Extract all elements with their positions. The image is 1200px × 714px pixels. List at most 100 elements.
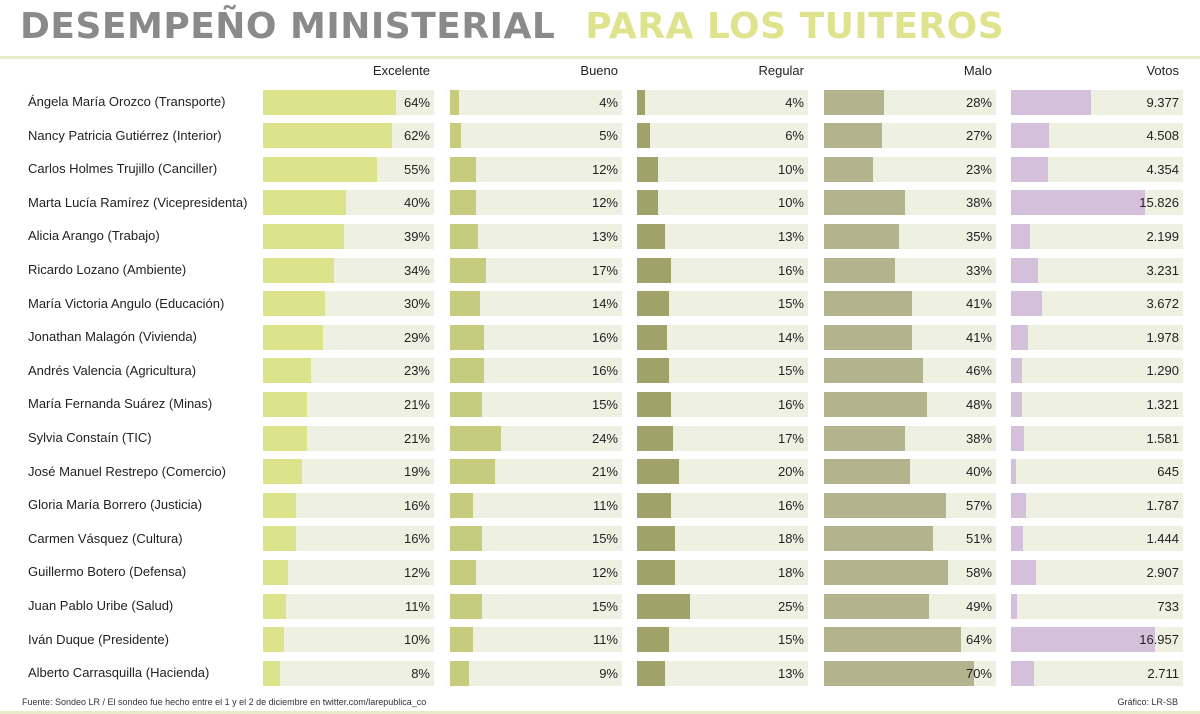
row-label: Juan Pablo Uribe (Salud) <box>28 598 174 613</box>
value-label-excelente: 8% <box>411 665 430 681</box>
row-label: Ángela María Orozco (Transporte) <box>28 94 226 109</box>
bar-track-malo: 46% <box>824 358 996 384</box>
row-label: Sylvia Constaín (TIC) <box>28 430 152 445</box>
bar-track-malo: 38% <box>824 425 996 451</box>
value-label-regular: 15% <box>777 296 804 312</box>
bar-track-excelente: 55% <box>263 156 434 182</box>
bar-track-votos: 2.199 <box>1011 223 1183 249</box>
bar-votos <box>1011 627 1155 653</box>
value-label-regular: 16% <box>777 262 804 278</box>
value-label-malo: 35% <box>965 228 992 244</box>
bar-excelente <box>263 324 324 350</box>
value-label-malo: 48% <box>965 396 992 412</box>
value-label-votos: 645 <box>1157 464 1179 480</box>
bar-votos <box>1011 324 1028 350</box>
bar-excelente <box>263 559 288 585</box>
bar-track-excelente: 62% <box>263 123 434 149</box>
value-label-bueno: 12% <box>591 564 618 580</box>
bar-excelente <box>263 660 280 686</box>
bar-track-excelente: 40% <box>263 190 434 216</box>
bar-malo <box>824 526 934 552</box>
bar-track-malo: 23% <box>824 156 996 182</box>
value-label-malo: 51% <box>965 531 992 547</box>
value-label-bueno: 14% <box>591 296 618 312</box>
value-label-votos: 733 <box>1157 598 1179 614</box>
bar-track-malo: 51% <box>824 526 996 552</box>
value-label-votos: 1.978 <box>1146 329 1179 345</box>
bar-track-bueno: 4% <box>450 89 622 115</box>
bar-track-bueno: 11% <box>450 627 622 653</box>
row-label: Nancy Patricia Gutiérrez (Interior) <box>28 127 222 143</box>
bar-malo <box>824 559 949 585</box>
bar-malo <box>824 257 895 283</box>
bar-track-excelente: 34% <box>263 257 434 283</box>
bar-bueno <box>450 492 474 518</box>
value-label-excelente: 19% <box>403 464 430 480</box>
bar-votos <box>1011 593 1018 619</box>
row-label: Carlos Holmes Trujillo (Canciller) <box>28 161 218 177</box>
bar-track-regular: 6% <box>637 123 808 149</box>
bar-track-excelente: 29% <box>263 324 434 350</box>
column-header-excelente: Excelente <box>372 63 430 78</box>
row-label: Gloria María Borrero (Justicia) <box>28 497 203 513</box>
bar-malo <box>824 156 874 182</box>
bar-track-malo: 64% <box>824 627 996 653</box>
row-label: Carmen Vásquez (Cultura) <box>28 530 183 546</box>
bar-bueno <box>450 156 476 182</box>
bar-track-votos: 1.787 <box>1011 492 1183 518</box>
value-label-malo: 46% <box>965 363 992 379</box>
value-label-malo: 28% <box>965 94 992 110</box>
bar-track-bueno: 24% <box>450 425 622 451</box>
bar-regular <box>637 425 674 451</box>
bar-votos <box>1011 190 1146 216</box>
bar-track-bueno: 13% <box>450 223 622 249</box>
value-label-excelente: 23% <box>403 363 430 379</box>
bar-track-malo: 35% <box>824 223 996 249</box>
value-label-regular: 15% <box>777 363 804 379</box>
bar-track-excelente: 16% <box>263 492 434 518</box>
value-label-excelente: 55% <box>403 161 430 177</box>
row-label: Guillermo Botero (Defensa) <box>28 564 187 580</box>
value-label-bueno: 16% <box>591 363 618 379</box>
value-label-regular: 16% <box>777 396 804 412</box>
bar-votos <box>1011 223 1030 249</box>
bar-excelente <box>263 190 347 216</box>
bar-track-votos: 4.354 <box>1011 156 1183 182</box>
value-label-regular: 18% <box>777 531 804 547</box>
bar-bueno <box>450 459 495 485</box>
value-label-votos: 2.199 <box>1146 228 1179 244</box>
bar-excelente <box>263 123 392 149</box>
value-label-bueno: 11% <box>592 632 618 648</box>
bar-votos <box>1011 89 1091 115</box>
value-label-excelente: 64% <box>403 94 430 110</box>
value-label-bueno: 9% <box>599 665 618 681</box>
bar-votos <box>1011 358 1022 384</box>
bar-track-bueno: 5% <box>450 123 622 149</box>
bar-track-votos: 3.672 <box>1011 291 1183 317</box>
bar-regular <box>637 459 680 485</box>
row-label: Andrés Valencia (Agricultura) <box>28 362 197 378</box>
bar-track-malo: 49% <box>824 593 996 619</box>
bar-regular <box>637 593 690 619</box>
column-header-votos: Votos <box>1146 63 1179 78</box>
bar-track-bueno: 15% <box>450 526 622 552</box>
row-label: Iván Duque (Presidente) <box>28 631 169 647</box>
bar-track-malo: 28% <box>824 89 996 115</box>
value-label-votos: 1.321 <box>1146 396 1179 412</box>
bar-votos <box>1011 526 1024 552</box>
value-label-votos: 3.672 <box>1146 296 1179 312</box>
value-label-regular: 14% <box>777 329 804 345</box>
bar-track-excelente: 21% <box>263 425 434 451</box>
row-label: María Victoria Angulo (Educación) <box>28 295 225 311</box>
value-label-votos: 4.508 <box>1146 128 1179 144</box>
bar-regular <box>637 358 669 384</box>
bar-malo <box>824 425 906 451</box>
value-label-excelente: 29% <box>403 329 430 345</box>
value-label-votos: 2.711 <box>1147 665 1179 681</box>
value-label-regular: 16% <box>777 497 804 513</box>
bar-bueno <box>450 559 476 585</box>
value-label-malo: 27% <box>965 128 992 144</box>
value-label-malo: 23% <box>965 161 992 177</box>
value-label-votos: 1.787 <box>1146 497 1179 513</box>
bar-track-regular: 10% <box>637 190 808 216</box>
